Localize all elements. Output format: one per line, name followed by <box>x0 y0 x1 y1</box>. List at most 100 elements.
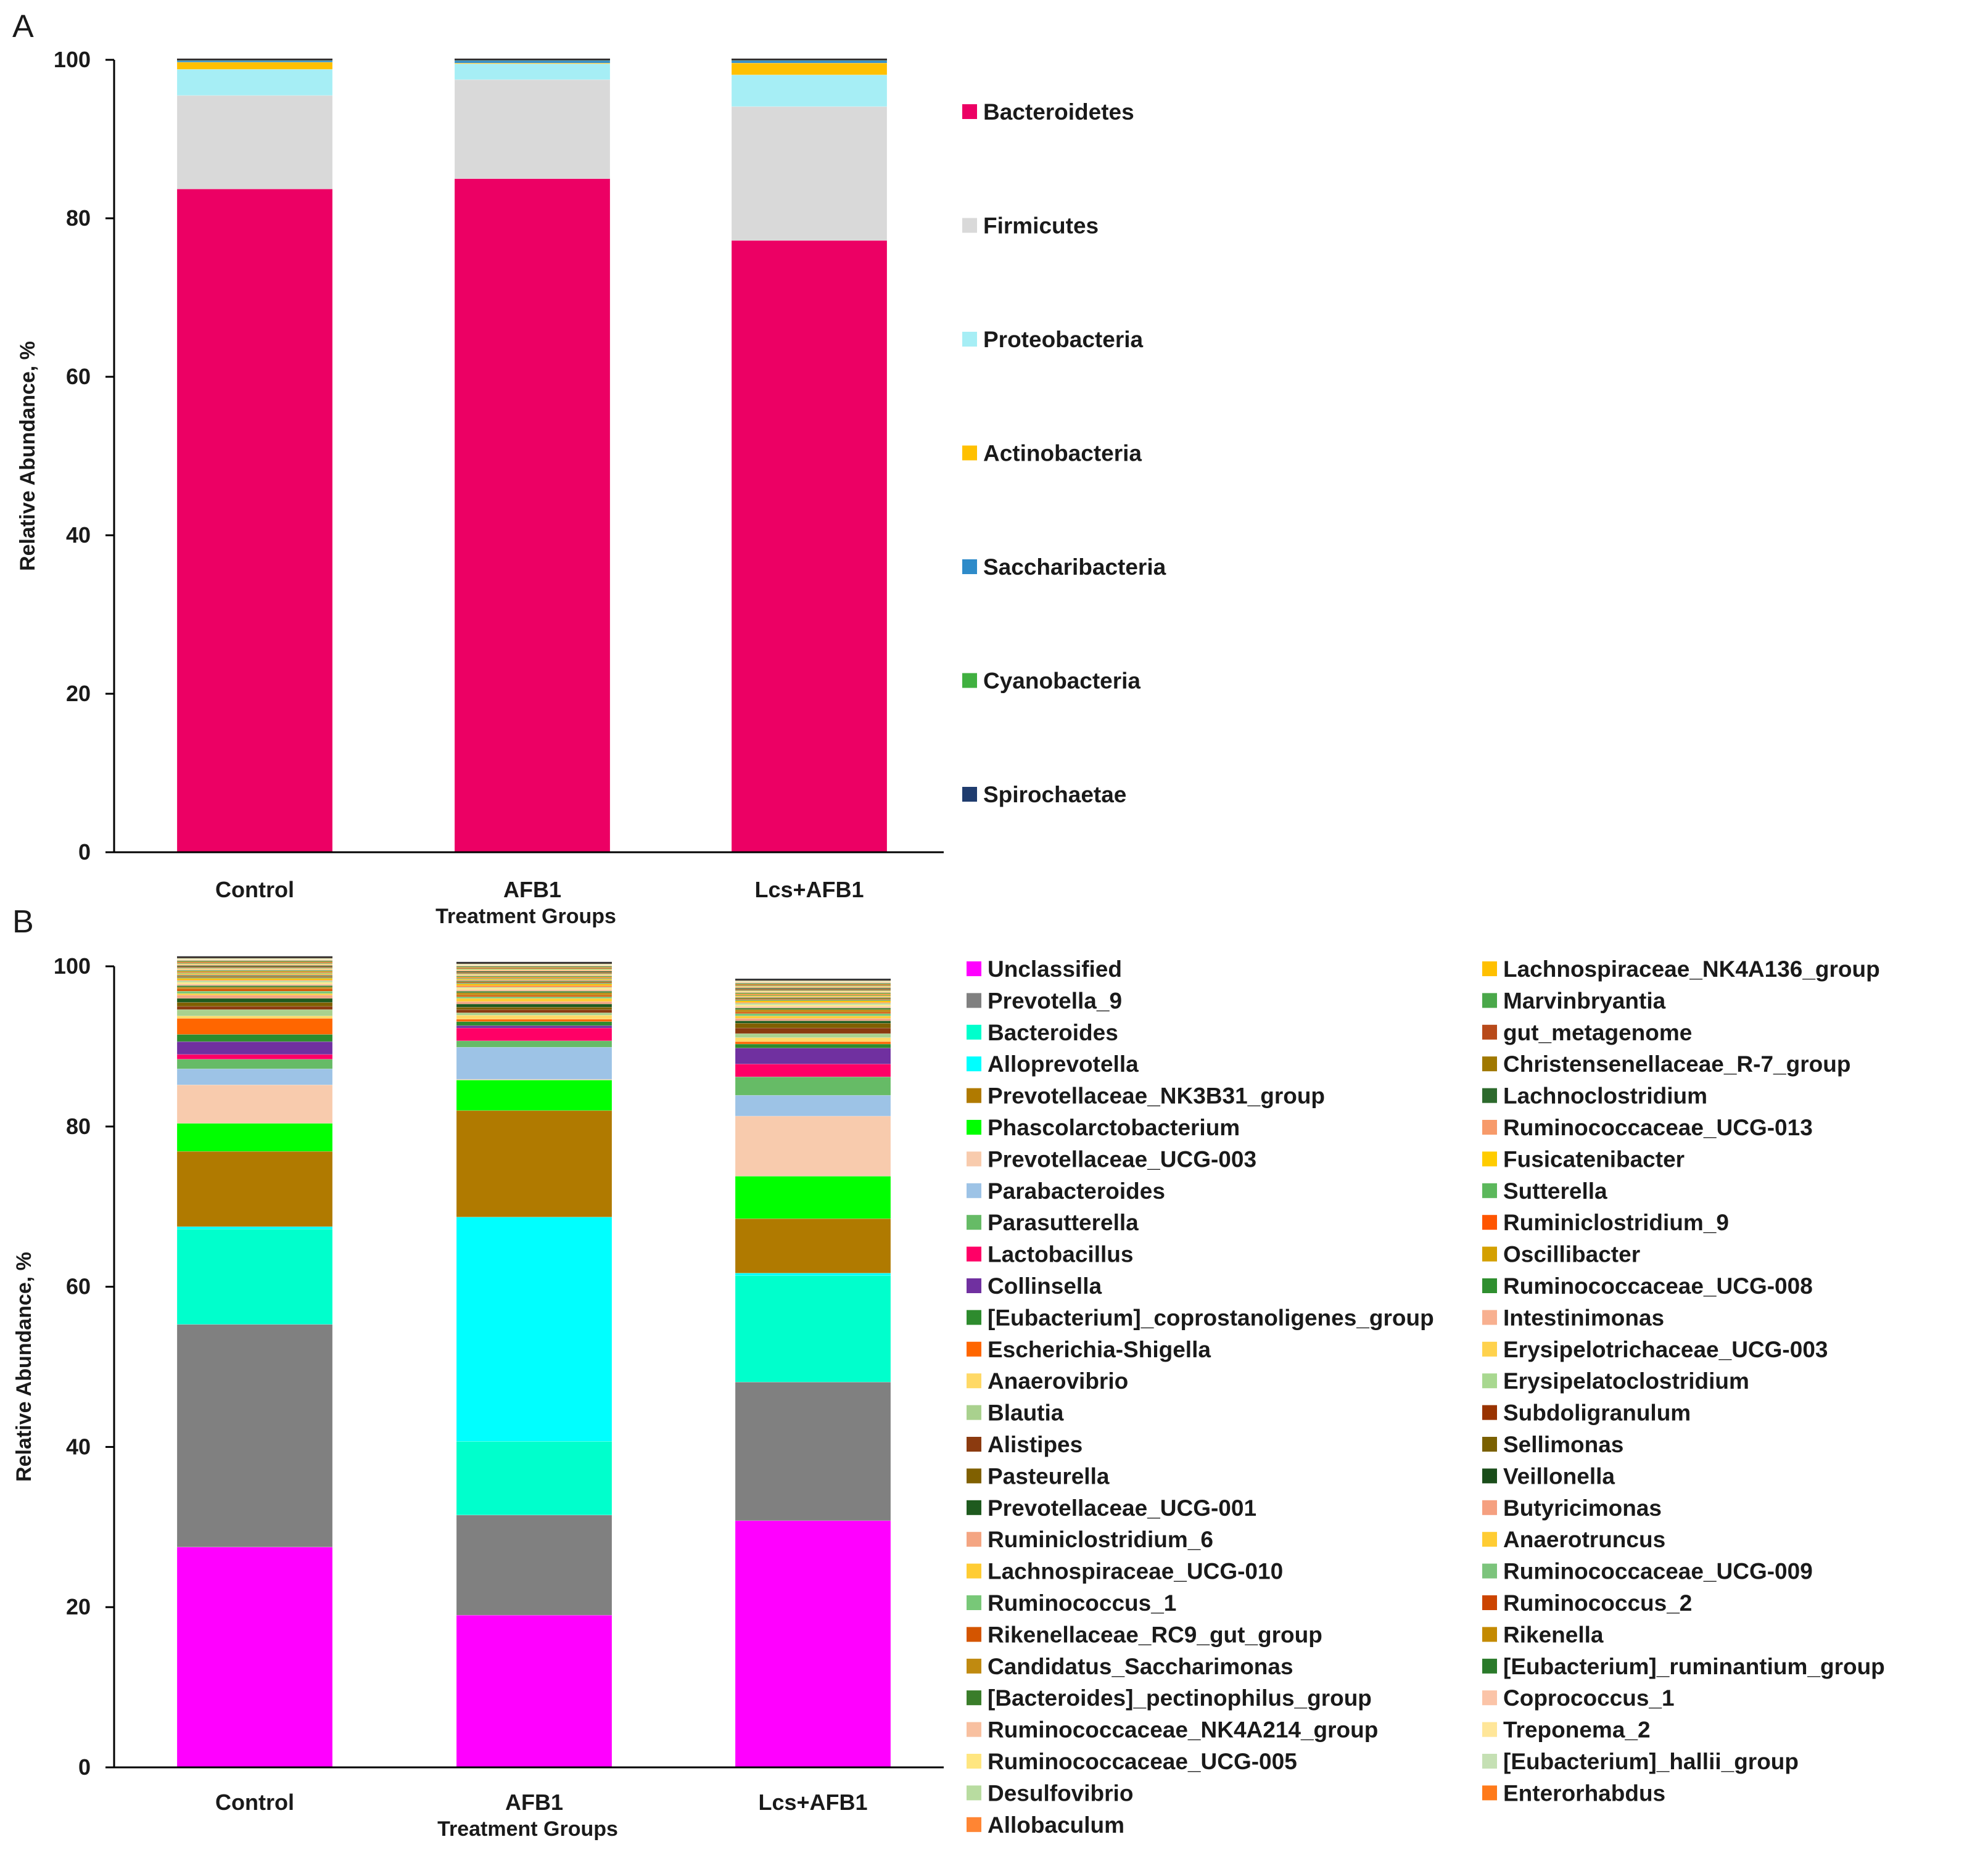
legend-swatch <box>967 1278 981 1293</box>
bar-segment <box>731 75 888 107</box>
panel-b: B Control AFB1 Lcs+AFB1 0 20 40 60 80 100 Treatmen… <box>12 904 1885 1841</box>
legend-label: Marvinbryantia <box>1503 988 1666 1013</box>
legend-item: Oscillibacter <box>1482 1242 1640 1267</box>
legend-label: gut_metagenome <box>1503 1020 1692 1045</box>
legend-item: Rikenella <box>1482 1622 1604 1647</box>
legend-item: Unclassified <box>967 956 1122 982</box>
bar-segment <box>735 1116 891 1177</box>
legend-label: Ruminococcaceae_NK4A214_group <box>988 1717 1378 1743</box>
legend-label: Candidatus_Saccharimonas <box>988 1654 1293 1679</box>
y-tick-label: 60 <box>66 364 91 389</box>
legend-item: [Bacteroides]_pectinophilus_group <box>967 1685 1372 1711</box>
bar-segment <box>456 1515 612 1616</box>
bar-segment <box>176 1068 333 1085</box>
bar-segment <box>456 1441 612 1516</box>
legend-item: Allobaculum <box>967 1812 1124 1838</box>
legend-item: Firmicutes <box>962 213 1099 239</box>
x-tick-label: AFB1 <box>503 877 561 902</box>
legend-swatch <box>967 1532 981 1547</box>
bar-segment <box>735 1381 891 1521</box>
legend-label: Bacteroidetes <box>983 99 1134 125</box>
legend-label: Prevotella_9 <box>988 988 1122 1013</box>
bar-segment <box>456 1006 612 1010</box>
bar-segment <box>176 960 333 961</box>
bar-top-cap <box>735 979 891 981</box>
legend-item: Prevotellaceae_UCG-003 <box>967 1146 1256 1172</box>
legend-swatch <box>967 1405 981 1420</box>
bar-segment <box>735 1016 891 1019</box>
legend-item: Veillonella <box>1482 1463 1615 1489</box>
legend-label: Prevotellaceae_NK3B31_group <box>988 1083 1325 1109</box>
bar-segment <box>735 1273 891 1276</box>
legend-label: Ruminococcus_2 <box>1503 1590 1692 1616</box>
legend-swatch <box>1482 1437 1497 1452</box>
bar-segment <box>176 978 333 980</box>
legend-label: Lachnospiraceae_UCG-010 <box>988 1559 1283 1584</box>
bar-segment <box>176 985 333 988</box>
bar-segment <box>456 1027 612 1042</box>
legend-label: Treponema_2 <box>1503 1717 1651 1743</box>
bar-segment <box>735 1000 891 1003</box>
y-tick-label: 0 <box>78 1754 91 1780</box>
legend-item: Ruminococcaceae_UCG-009 <box>1482 1559 1813 1584</box>
legend-item: Parabacteroides <box>967 1178 1165 1204</box>
bar-segment <box>456 1046 612 1080</box>
legend-swatch <box>1482 1595 1497 1610</box>
legend-swatch <box>967 1817 981 1832</box>
legend-swatch <box>1482 1722 1497 1737</box>
bar-segment <box>176 1084 333 1124</box>
bar-segment <box>176 1002 333 1007</box>
y-tick-label: 40 <box>66 1434 91 1459</box>
legend-swatch <box>1482 1627 1497 1642</box>
legend-swatch <box>967 1754 981 1769</box>
bar-segment <box>735 982 891 984</box>
legend-item: Ruminococcaceae_UCG-005 <box>967 1749 1297 1774</box>
legend-item: Prevotellaceae_NK3B31_group <box>967 1083 1325 1109</box>
legend-swatch <box>967 1595 981 1610</box>
bar-segment <box>456 990 612 993</box>
bar-segment <box>735 1003 891 1005</box>
bar-segment <box>456 995 612 997</box>
y-axis-label: Relative Abundance, % <box>12 1252 36 1482</box>
legend-swatch <box>1482 1405 1497 1420</box>
legend-item: Alloprevotella <box>967 1051 1139 1077</box>
bar-top-cap <box>177 956 332 958</box>
legend-label: Desulfovibrio <box>988 1780 1133 1806</box>
bar-segment <box>456 1079 612 1080</box>
bar-segment <box>735 993 891 995</box>
bar-segment <box>176 990 333 994</box>
bar-segment <box>176 968 333 969</box>
y-tick-label: 60 <box>66 1274 91 1299</box>
bar-segment <box>731 240 888 853</box>
legend-item: Erysipelotrichaceae_UCG-003 <box>1482 1337 1828 1362</box>
legend-label: Saccharibacteria <box>983 554 1166 580</box>
legend-label: Collinsella <box>988 1273 1102 1299</box>
bar-segment <box>456 992 612 996</box>
legend-swatch <box>1482 1690 1497 1706</box>
legend-swatch <box>1482 1120 1497 1135</box>
y-tick-label: 80 <box>66 1114 91 1139</box>
legend-swatch <box>1482 1151 1497 1167</box>
bar-segment <box>456 1614 612 1768</box>
legend-label: [Eubacterium]_coprostanoligenes_group <box>988 1305 1434 1330</box>
bar-segment <box>176 998 333 1003</box>
y-tick-label: 80 <box>66 205 91 231</box>
legend-item: Desulfovibrio <box>967 1780 1133 1806</box>
bar-segment <box>735 1218 891 1273</box>
bar-segment <box>735 1009 891 1013</box>
bar-segment <box>176 62 333 70</box>
panel-a: A Control AFB1 Lcs+AFB1 0 20 40 60 80 100 Treatmen… <box>12 9 1166 928</box>
y-tick-label: 100 <box>54 953 91 979</box>
bar-segment <box>176 1547 333 1768</box>
legend-item: Collinsella <box>967 1273 1102 1299</box>
legend-item: [Eubacterium]_hallii_group <box>1482 1749 1799 1774</box>
bar-top-cap <box>455 59 610 60</box>
bar-segment <box>456 1003 612 1008</box>
legend-label: Parabacteroides <box>988 1178 1165 1204</box>
bar-segment <box>176 1034 333 1042</box>
bar-stack-lcs-afb1 <box>731 59 888 853</box>
bar-segment <box>176 1016 333 1019</box>
bar-segment <box>176 993 333 996</box>
legend-item: Bacteroidetes <box>962 99 1134 125</box>
